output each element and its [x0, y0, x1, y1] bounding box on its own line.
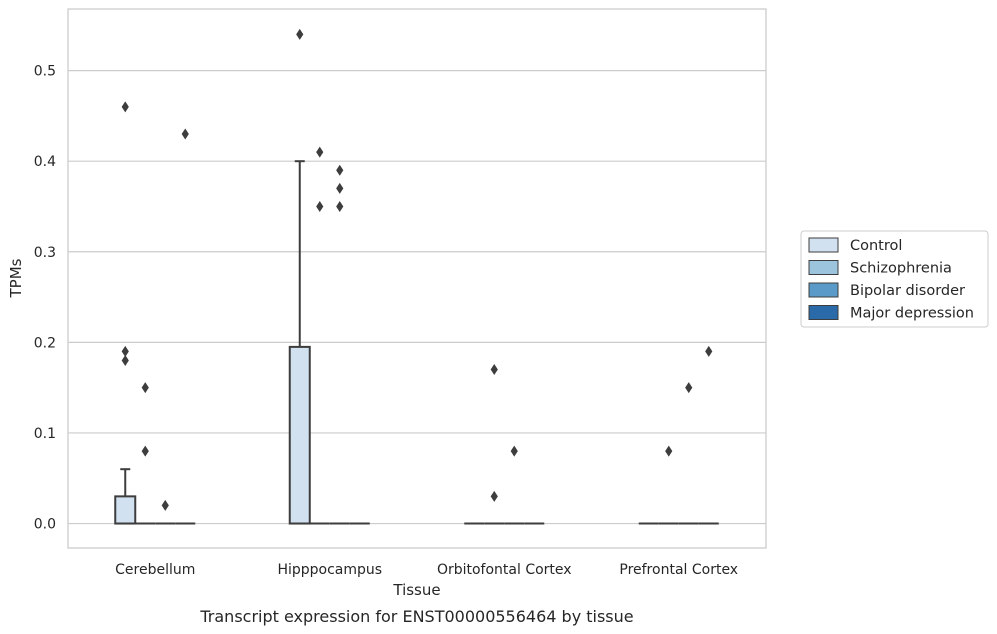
legend: Control Schizophrenia Bipolar disorder Majo…	[800, 230, 989, 328]
legend-swatch	[808, 260, 839, 275]
outlier-point	[685, 382, 693, 394]
outlier-point	[336, 182, 344, 194]
outlier-point	[336, 200, 344, 212]
x-tick-label: Hipppocampus	[277, 562, 382, 578]
x-axis-label: Tissue	[392, 581, 440, 599]
outlier-point	[510, 445, 518, 457]
y-tick-label: 0.1	[34, 426, 56, 442]
legend-item: Major depression	[808, 305, 974, 322]
outlier-layer	[121, 28, 713, 511]
outlier-point	[121, 345, 129, 357]
outlier-point	[141, 382, 149, 394]
x-tick-labels: Cerebellum Hipppocampus Orbitofontal Corte…	[115, 562, 738, 578]
legend-swatch	[808, 305, 839, 320]
y-tick-label: 0.0	[34, 517, 56, 533]
outlier-point	[161, 499, 169, 511]
legend-frame	[800, 230, 989, 328]
y-tick-label: 0.3	[34, 245, 56, 261]
outlier-point	[336, 164, 344, 176]
legend-swatch	[808, 282, 839, 298]
legend-swatch	[808, 237, 839, 253]
box-body	[288, 345, 311, 525]
outlier-point	[316, 146, 324, 158]
outlier-point	[665, 445, 673, 457]
plot-frame	[67, 8, 767, 549]
x-tick-label: Orbitofontal Cortex	[437, 562, 572, 578]
y-tick-label: 0.2	[34, 335, 56, 351]
outlier-point	[490, 490, 498, 502]
box-control	[288, 160, 311, 525]
legend-label: Schizophrenia	[850, 261, 952, 277]
outlier-point	[296, 28, 304, 40]
legend-item: Bipolar disorder	[808, 282, 965, 299]
chart-caption: Transcript expression for ENST0000055646…	[199, 607, 633, 626]
outlier-point	[141, 445, 149, 457]
y-tick-labels: 0.0 0.1 0.2 0.3 0.4 0.5	[34, 64, 56, 533]
outlier-point	[316, 200, 324, 212]
legend-item: Schizophrenia	[808, 260, 952, 277]
outlier-point	[490, 364, 498, 376]
plot-area	[68, 9, 766, 548]
box-layer	[114, 160, 719, 525]
legend-label: Control	[850, 238, 902, 254]
outlier-point	[121, 354, 129, 366]
outlier-point	[705, 345, 713, 357]
y-tick-label: 0.4	[34, 154, 56, 170]
legend-item: Control	[808, 237, 902, 254]
box-body	[114, 495, 137, 525]
outlier-point	[121, 101, 129, 113]
x-tick-label: Prefrontal Cortex	[619, 562, 738, 578]
y-axis-label: TPMs	[7, 258, 25, 298]
legend-label: Major depression	[850, 306, 974, 322]
y-tick-label: 0.5	[34, 64, 56, 80]
box-control	[114, 468, 137, 525]
legend-label: Bipolar disorder	[850, 283, 965, 299]
outlier-point	[181, 128, 189, 140]
x-tick-label: Cerebellum	[115, 562, 195, 578]
